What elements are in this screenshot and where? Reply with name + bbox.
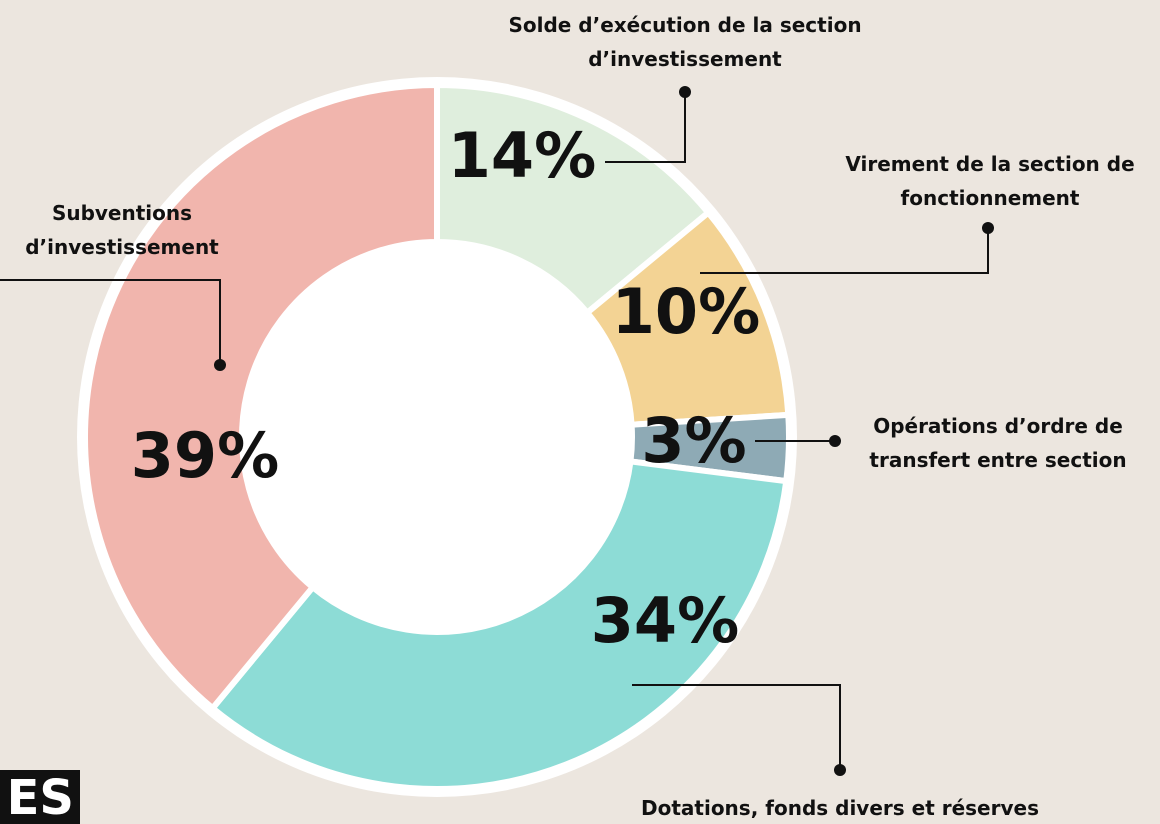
leader-line bbox=[605, 92, 686, 163]
category-label: Subventions d’investissement bbox=[25, 201, 219, 259]
category-label: Virement de la section de fonctionnement bbox=[845, 152, 1135, 210]
leader-dot bbox=[829, 435, 841, 447]
percent-label: 14% bbox=[448, 119, 596, 192]
category-label: Opérations d’ordre de transfert entre se… bbox=[869, 414, 1127, 472]
donut-hole bbox=[242, 242, 632, 632]
leader-dot bbox=[982, 222, 994, 234]
logo: ES bbox=[0, 770, 80, 824]
percent-label: 3% bbox=[641, 404, 746, 477]
leader-line bbox=[0, 279, 221, 365]
category-label: Solde d’exécution de la section d’invest… bbox=[508, 13, 862, 71]
percent-label: 10% bbox=[612, 275, 760, 348]
leader-dot bbox=[679, 86, 691, 98]
leader-dot bbox=[834, 764, 846, 776]
percent-label: 39% bbox=[131, 419, 279, 492]
leader-line bbox=[700, 228, 989, 274]
leader-line bbox=[632, 684, 841, 770]
category-label: Dotations, fonds divers et réserves bbox=[641, 796, 1039, 820]
leader-dot bbox=[214, 359, 226, 371]
percent-label: 34% bbox=[591, 584, 739, 657]
